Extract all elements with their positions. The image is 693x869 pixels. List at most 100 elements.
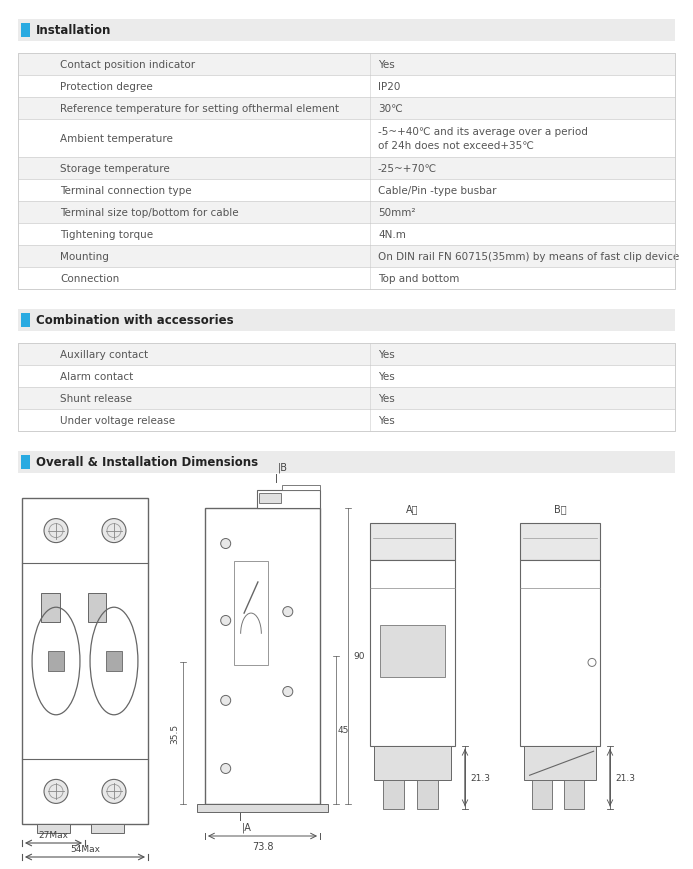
Bar [18,158,675,180]
Circle shape [102,519,126,543]
Circle shape [220,539,231,549]
Text: Combination with accessories: Combination with accessories [36,314,234,327]
Text: 21.3: 21.3 [615,773,635,782]
Bar [21,24,30,38]
Text: Terminal size top/bottom for cable: Terminal size top/bottom for cable [60,208,238,218]
Text: Mounting: Mounting [60,252,109,262]
Bar [197,804,328,812]
Bar [21,455,30,469]
Circle shape [102,779,126,804]
Bar [18,388,675,409]
Bar [370,561,455,746]
Bar [383,780,404,809]
Text: Yes: Yes [378,394,395,403]
Bar [18,98,675,120]
Text: |B: |B [278,462,288,473]
Text: -5~+40℃ and its average over a period: -5~+40℃ and its average over a period [378,127,588,137]
Circle shape [220,616,231,626]
Text: Terminal connection type: Terminal connection type [60,186,192,196]
Bar [256,490,320,508]
Text: 90: 90 [353,652,365,660]
Text: Alarm contact: Alarm contact [60,372,133,381]
Text: Reference temperature for setting ofthermal element: Reference temperature for setting ofther… [60,104,339,114]
Text: Shunt release: Shunt release [60,394,132,403]
Text: 50mm²: 50mm² [378,208,416,218]
Bar [22,499,148,824]
Bar [524,746,596,780]
Text: A面: A面 [406,503,419,514]
Bar [18,343,675,432]
Text: Contact position indicator: Contact position indicator [60,60,195,70]
Text: Ambient temperature: Ambient temperature [60,134,173,144]
Bar [234,561,268,665]
Text: 21.3: 21.3 [470,773,490,782]
Bar [380,626,445,678]
Text: Top and bottom: Top and bottom [378,274,459,283]
Circle shape [220,764,231,773]
Bar [18,54,675,76]
Bar [18,268,675,289]
Bar [532,780,552,809]
Bar [49,652,64,671]
Text: Yes: Yes [378,372,395,381]
Circle shape [283,687,293,697]
Bar [370,523,455,561]
Bar [520,523,600,561]
Bar [18,309,675,332]
Text: Overall & Installation Dimensions: Overall & Installation Dimensions [36,456,258,469]
Bar [41,593,60,622]
Bar [18,343,675,366]
Text: Yes: Yes [378,415,395,426]
Text: of 24h does not exceed+35℃: of 24h does not exceed+35℃ [378,141,534,150]
Bar [520,561,600,746]
Text: 73.8: 73.8 [252,841,273,851]
Text: Protection degree: Protection degree [60,82,152,92]
Bar [374,746,450,780]
Text: Cable/Pin -type busbar: Cable/Pin -type busbar [378,186,496,196]
Bar [18,120,675,158]
Text: -25~+70℃: -25~+70℃ [378,164,437,174]
Bar [91,824,124,833]
Text: Installation: Installation [36,24,112,37]
Text: 45: 45 [338,726,349,734]
Bar [18,54,675,289]
Text: 4N.m: 4N.m [378,229,406,240]
Bar [21,314,30,328]
Text: Under voltage release: Under voltage release [60,415,175,426]
Circle shape [283,607,293,617]
Text: Connection: Connection [60,274,119,283]
Bar [87,593,107,622]
Text: IP20: IP20 [378,82,401,92]
Bar [18,223,675,246]
Bar [18,246,675,268]
Text: 54Max: 54Max [70,844,100,853]
Bar [18,452,675,474]
Bar [258,494,281,503]
Bar [18,180,675,202]
Circle shape [44,779,68,804]
Text: 27Max: 27Max [39,830,69,839]
Text: Yes: Yes [378,349,395,360]
Circle shape [220,695,231,706]
Circle shape [44,519,68,543]
Bar [18,409,675,432]
Bar [18,20,675,42]
Bar [205,508,320,804]
Bar [564,780,584,809]
Bar [282,486,320,490]
Text: 30℃: 30℃ [378,104,403,114]
Bar [18,366,675,388]
Bar [107,652,121,671]
Bar [18,202,675,223]
Text: Yes: Yes [378,60,395,70]
Text: B面: B面 [554,503,566,514]
Bar [37,824,70,833]
Text: On DIN rail FN 60715(35mm) by means of fast clip device: On DIN rail FN 60715(35mm) by means of f… [378,252,679,262]
Bar [18,76,675,98]
Text: |A: |A [241,822,252,833]
Text: 35.5: 35.5 [170,723,179,743]
Text: Tightening torque: Tightening torque [60,229,153,240]
Bar [416,780,438,809]
Text: Storage temperature: Storage temperature [60,164,170,174]
Text: Auxillary contact: Auxillary contact [60,349,148,360]
